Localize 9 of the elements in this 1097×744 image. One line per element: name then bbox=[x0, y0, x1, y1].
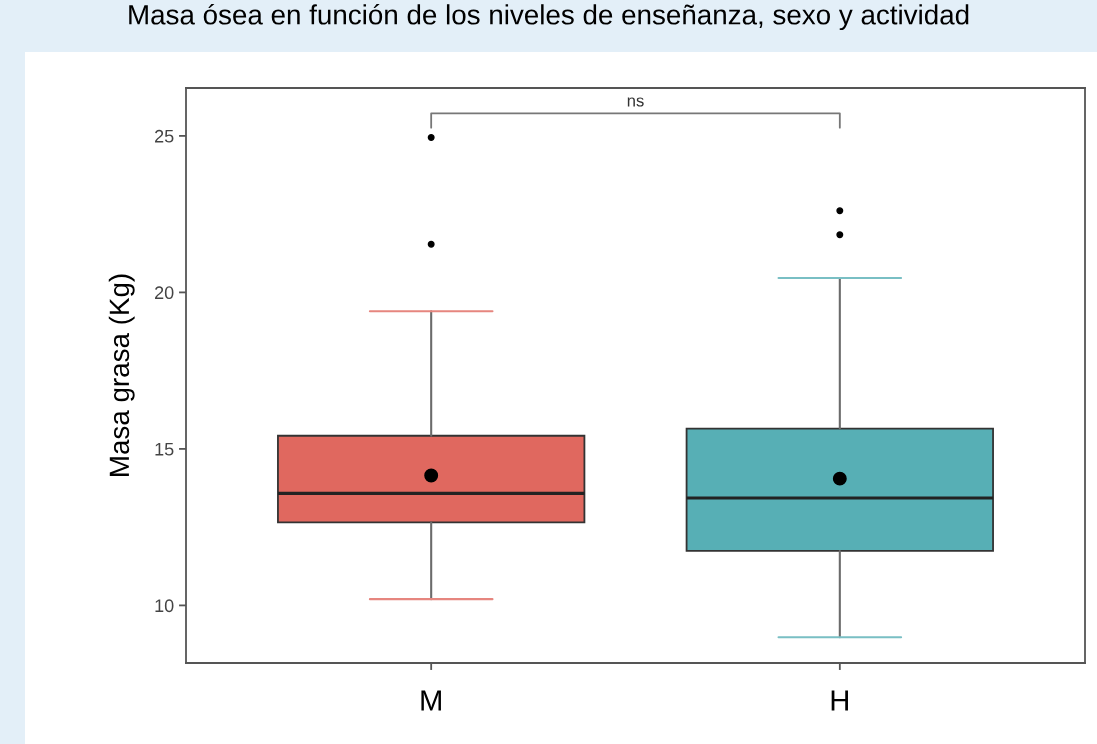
chart-title: Masa ósea en función de los niveles de enseñanza, sexo y actividad bbox=[129, 3, 969, 31]
x-tick-label: H bbox=[831, 690, 848, 711]
y-axis-title: Masa grasa (Kg) bbox=[108, 274, 135, 476]
y-tick-label: 25 bbox=[155, 129, 174, 143]
y-tick-label: 15 bbox=[155, 443, 174, 456]
y-tick-label: 20 bbox=[155, 286, 174, 300]
x-tick-label: M bbox=[421, 690, 441, 711]
y-tick-label: 10 bbox=[155, 599, 174, 613]
annotation: ns bbox=[627, 97, 644, 107]
